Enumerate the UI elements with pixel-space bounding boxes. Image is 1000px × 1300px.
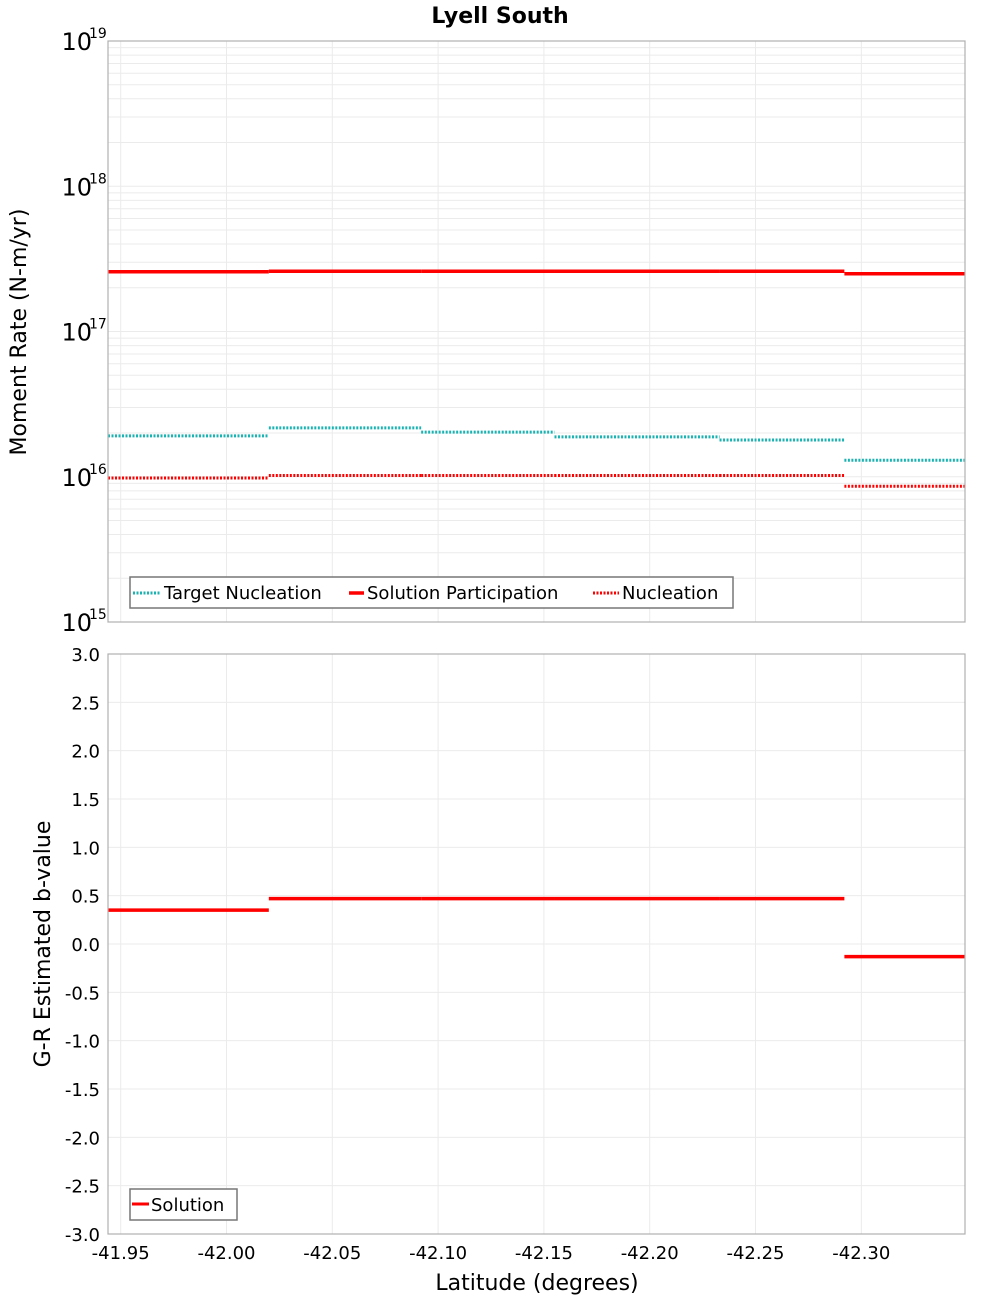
y-tick-label: -1.0 [65,1032,100,1053]
bottom-series [108,899,965,957]
bottom-grid [108,654,965,1234]
chart-title: Lyell South [431,4,568,29]
top-y-axis-label: Moment Rate (N-m/yr) [7,209,32,456]
y-tick-label: 2.0 [71,742,100,763]
y-tick-label: 10 [61,28,92,56]
legend-solution-participation: Solution Participation [367,583,558,604]
y-tick-exponent: 15 [89,607,107,623]
y-tick-label: 2.5 [71,693,100,714]
y-tick-label: 10 [61,609,92,637]
top-y-axis-ticks: 10191018101710161015 [61,26,106,637]
moment-rate-panel: 10191018101710161015 Moment Rate (N-m/yr… [7,26,965,637]
x-tick-label: -42.25 [726,1243,784,1264]
x-tick-label: -42.00 [197,1243,255,1264]
y-tick-label: 1.0 [71,838,100,859]
y-tick-label: 10 [61,319,92,347]
x-tick-label: -42.05 [303,1243,361,1264]
y-tick-exponent: 19 [89,26,107,42]
y-tick-label: 1.5 [71,790,100,811]
x-tick-label: -42.20 [621,1243,679,1264]
legend-solution: Solution [151,1195,224,1216]
y-tick-exponent: 18 [89,171,107,187]
y-tick-exponent: 17 [89,317,107,333]
bottom-legend: Solution [130,1189,237,1220]
top-grid [108,41,965,622]
b-value-panel: 3.0 2.5 2.0 1.5 1.0 0.5 0.0 -0.5 -1.0 -1.5 -2.0 -2.… [31,645,965,1296]
y-tick-label: 0.5 [71,887,100,908]
x-axis-label: Latitude (degrees) [435,1271,638,1296]
bottom-y-axis-ticks: 3.0 2.5 2.0 1.5 1.0 0.5 0.0 -0.5 -1.0 -1.5 -2.0 -2.… [65,645,100,1246]
y-tick-label: -1.5 [65,1080,100,1101]
y-tick-label: 3.0 [71,645,100,666]
x-tick-label: -42.10 [409,1243,467,1264]
chart-figure: Lyell South 10191018101710161015 Moment … [0,0,1000,1300]
top-legend: Target Nucleation Solution Participation… [130,577,733,608]
x-tick-label: -42.30 [832,1243,890,1264]
y-tick-label: 10 [61,173,92,201]
legend-target-nucleation: Target Nucleation [163,583,322,604]
x-tick-label: -41.95 [92,1243,150,1264]
y-tick-label: -2.5 [65,1177,100,1198]
bottom-y-axis-label: G-R Estimated b-value [31,821,56,1068]
y-tick-label: 10 [61,464,92,492]
y-tick-label: -0.5 [65,983,100,1004]
x-axis-ticks: -41.95 -42.00 -42.05 -42.10 -42.15 -42.20 -42.… [92,1243,891,1264]
legend-nucleation: Nucleation [622,583,718,604]
y-tick-label: -2.0 [65,1128,100,1149]
x-tick-label: -42.15 [515,1243,573,1264]
y-tick-label: 0.0 [71,935,100,956]
y-tick-exponent: 16 [89,462,107,478]
top-series [108,271,965,486]
